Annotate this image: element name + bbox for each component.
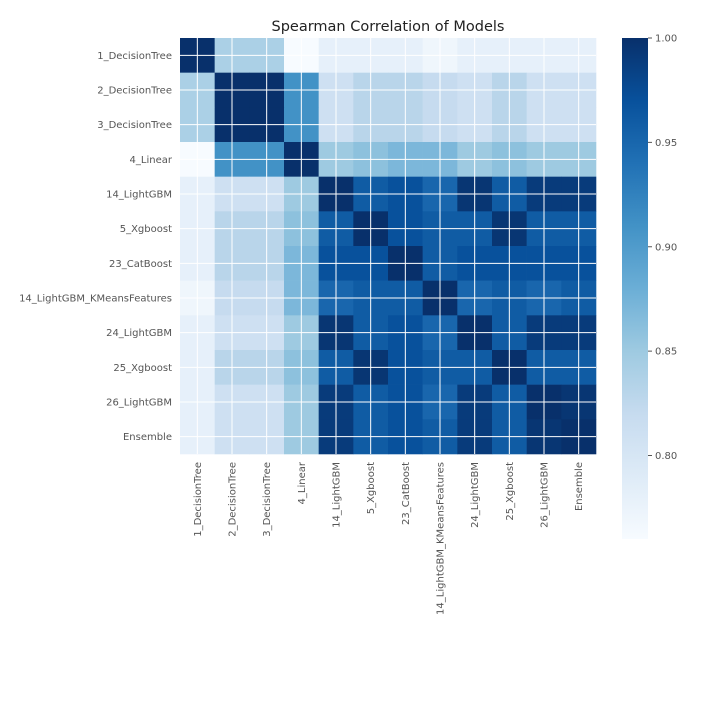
x-tick-label: 26_LightGBM <box>540 462 551 528</box>
colorbar <box>622 38 648 539</box>
x-tick-label: 1_DecisionTree <box>193 462 204 537</box>
y-tick-label: 3_DecisionTree <box>97 120 172 131</box>
x-tick-labels: 1_DecisionTree 2_DecisionTree 3_DecisionTr… <box>193 461 585 615</box>
x-tick-label: 24_LightGBM <box>470 462 481 528</box>
y-tick-label: 25_Xgboost <box>113 363 172 374</box>
y-tick-label: 24_LightGBM <box>106 328 172 339</box>
y-tick-labels: 1_DecisionTree 2_DecisionTree 3_DecisionTr… <box>19 51 173 443</box>
x-tick-label: 14_LightGBM_KMeansFeatures <box>436 462 447 615</box>
x-tick-label: 4_Linear <box>297 461 308 504</box>
y-tick-label: 23_CatBoost <box>109 259 172 270</box>
colorbar-tick-label: 0.90 <box>655 242 677 253</box>
y-tick-label: 1_DecisionTree <box>97 51 172 62</box>
x-tick-label: 14_LightGBM <box>332 462 343 528</box>
x-tick-label: 2_DecisionTree <box>228 462 239 537</box>
y-tick-label: 26_LightGBM <box>106 398 172 409</box>
colorbar-ticks: 1.00 0.95 0.90 0.85 0.80 <box>648 34 677 462</box>
chart-title: Spearman Correlation of Models <box>272 19 505 35</box>
x-tick-label: 5_Xgboost <box>366 462 377 514</box>
y-tick-label: 14_LightGBM <box>106 190 172 201</box>
y-tick-label: 5_Xgboost <box>120 224 172 235</box>
y-tick-label: 2_DecisionTree <box>97 86 172 97</box>
x-tick-label: 23_CatBoost <box>401 462 412 525</box>
x-tick-label: 25_Xgboost <box>505 462 516 521</box>
x-tick-label: 3_DecisionTree <box>262 462 273 537</box>
colorbar-tick-label: 0.85 <box>655 347 677 358</box>
heatmap-cells <box>180 38 597 455</box>
colorbar-tick-label: 0.80 <box>655 451 677 462</box>
x-tick-label: Ensemble <box>574 462 585 511</box>
colorbar-tick-label: 0.95 <box>655 138 677 149</box>
y-tick-label: 4_Linear <box>130 155 173 166</box>
colorbar-tick-label: 1.00 <box>655 34 677 45</box>
y-tick-label: Ensemble <box>123 432 172 443</box>
heatmap-gridlines <box>180 38 596 454</box>
y-tick-label: 14_LightGBM_KMeansFeatures <box>19 294 172 305</box>
